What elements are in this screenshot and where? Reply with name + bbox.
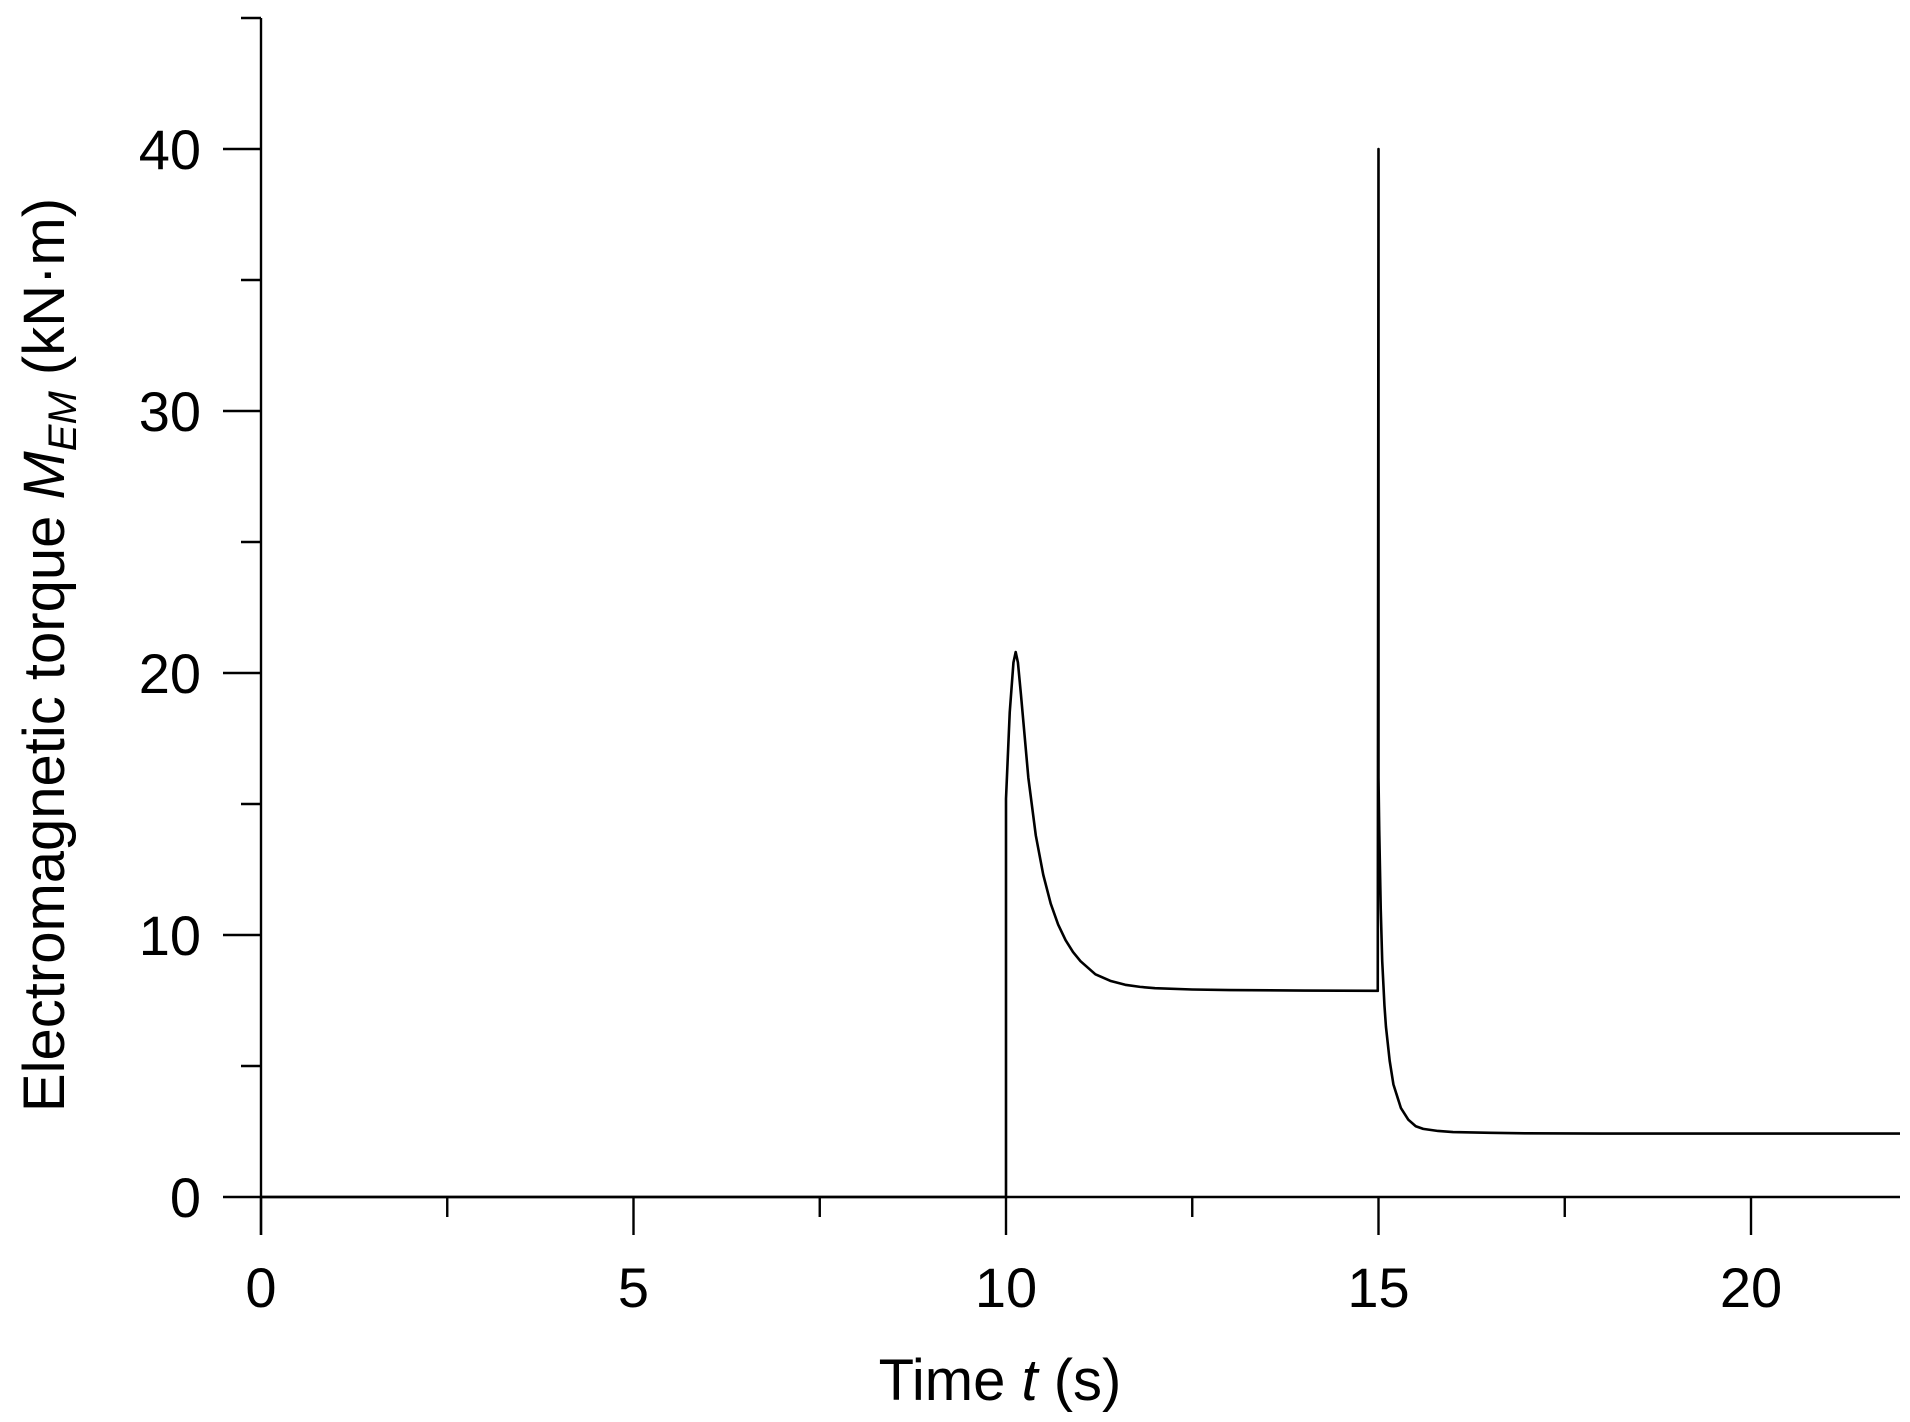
- x-tick-label: 0: [245, 1256, 276, 1319]
- y-tick-label: 40: [139, 118, 201, 181]
- x-tick-label: 15: [1347, 1256, 1409, 1319]
- x-tick-label: 20: [1720, 1256, 1782, 1319]
- x-tick-label: 10: [975, 1256, 1037, 1319]
- x-axis-title-var: t: [1021, 1348, 1040, 1413]
- x-tick-label: 5: [618, 1256, 649, 1319]
- x-ticks: 0 5 10 15 20: [245, 1197, 1782, 1319]
- y-ticks: 0 10 20 30 40: [139, 16, 261, 1229]
- series-line-0: [261, 147, 1900, 1199]
- y-tick-label: 0: [170, 1166, 201, 1229]
- y-tick-label: 10: [139, 904, 201, 967]
- y-tick-label: 30: [139, 380, 201, 443]
- y-axis-title-sub: EM: [41, 391, 85, 452]
- y-axis-title-suffix: (kN·m): [12, 198, 77, 391]
- y-axis-title-var: M: [12, 451, 77, 500]
- y-tick-label: 20: [139, 642, 201, 705]
- series-layer: [261, 147, 1900, 1199]
- y-axis-title: Electromagnetic torque MEM (kN·m): [12, 198, 85, 1112]
- x-axis-title-suffix: (s): [1038, 1348, 1122, 1413]
- y-axis-title-prefix: Electromagnetic torque: [12, 500, 77, 1113]
- x-axis-title-prefix: Time: [879, 1348, 1022, 1413]
- x-axis-title: Time t (s): [879, 1348, 1122, 1413]
- axes: [259, 18, 1900, 1235]
